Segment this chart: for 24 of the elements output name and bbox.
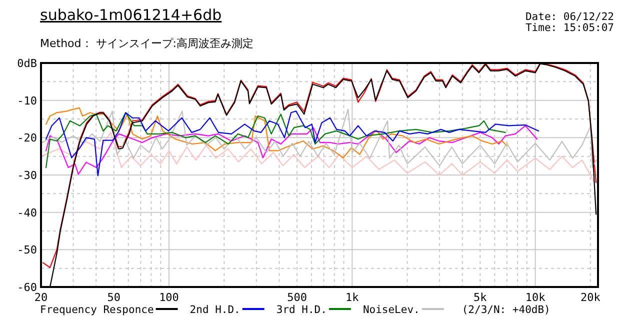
legend-label: NoiseLev. <box>362 304 420 316</box>
x-tick-label: 20k <box>580 291 601 304</box>
y-tick-label: -20 <box>17 132 37 145</box>
text: Time: 15:05:07 <box>525 22 614 34</box>
chart-subtitle: Method： サインスイープ:高周波歪み測定 <box>40 37 254 50</box>
x-tick-label: 10k <box>525 291 546 304</box>
x-tick-label: 5k <box>474 291 488 304</box>
y-tick-label: 0dB <box>17 57 38 70</box>
text: Date: 06/12/22 <box>525 11 614 23</box>
chart-title: subako-1m061214+6db <box>40 6 222 24</box>
y-tick-label: -30 <box>17 169 37 182</box>
legend-label: 3rd H.D. <box>276 304 327 316</box>
text: (2/3/N: +40dB) <box>462 304 550 316</box>
x-tick-label: 20 <box>34 291 48 304</box>
y-tick-label: -10 <box>17 94 37 108</box>
y-tick-label: -50 <box>17 244 37 257</box>
y-tick-label: -40 <box>17 206 37 220</box>
x-tick-label: 500 <box>287 291 307 304</box>
legend-label: 2nd H.D. <box>190 304 240 316</box>
x-tick-label: 100 <box>159 291 179 304</box>
x-tick-label: 50 <box>107 291 121 304</box>
y-tick-label: -60 <box>17 281 37 294</box>
legend-label: Frequency Responce <box>40 304 154 316</box>
x-tick-label: 1k <box>346 291 360 304</box>
